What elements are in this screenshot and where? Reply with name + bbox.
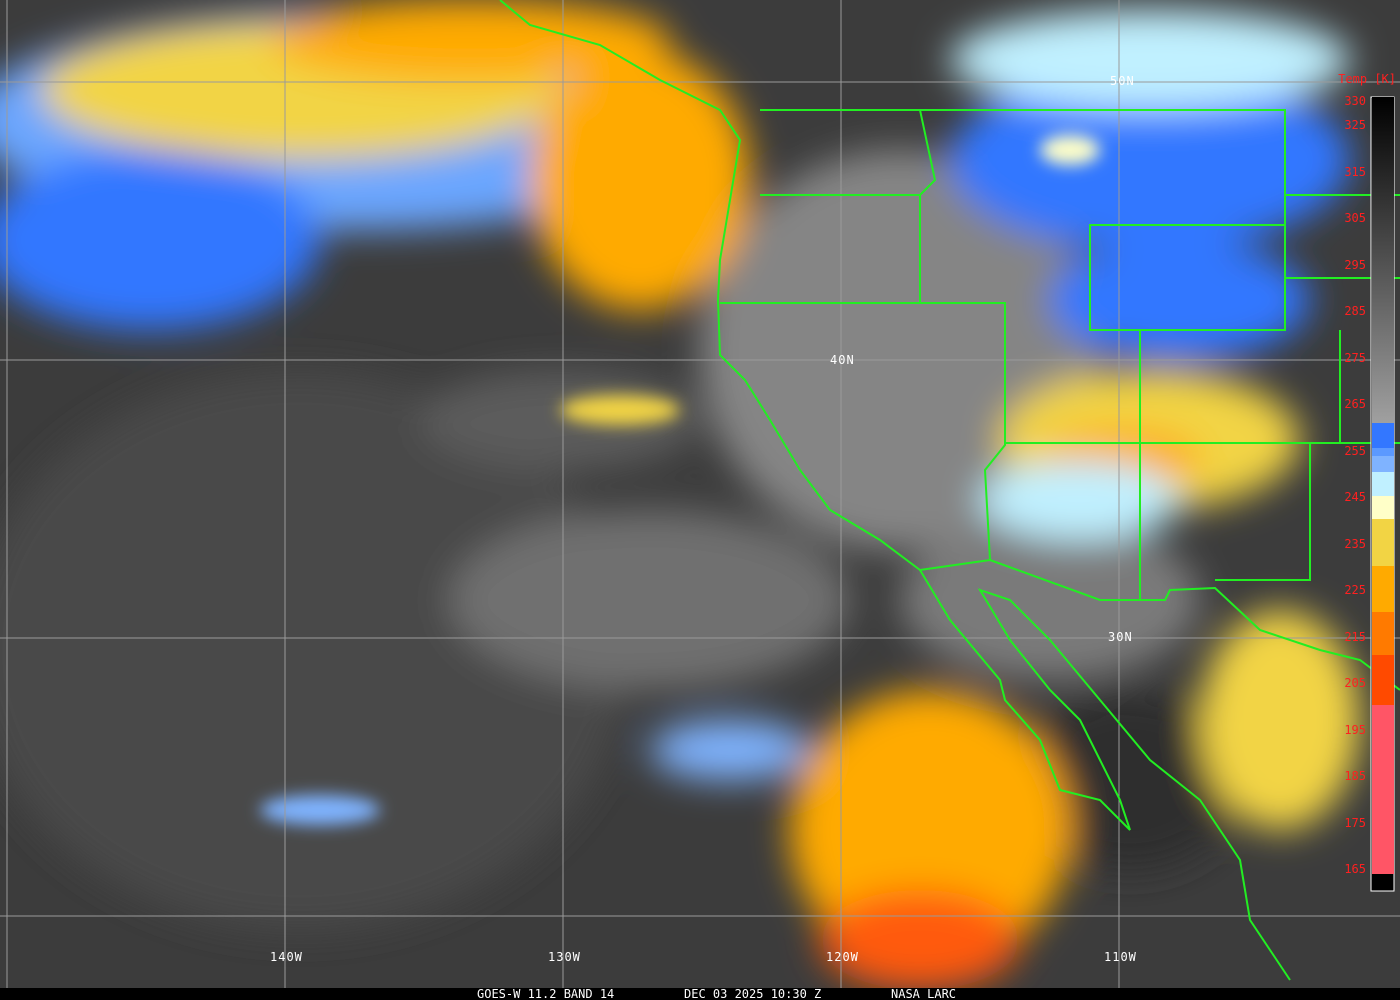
- colorbar-title: Temp [K]: [1338, 72, 1396, 86]
- colorbar-label: 330: [1344, 94, 1366, 108]
- colorbar-segment: [1372, 655, 1394, 705]
- colorbar-segment: [1372, 448, 1394, 456]
- colorbar-segment: [1372, 496, 1394, 519]
- colorbar-segment: [1372, 456, 1394, 472]
- cloud-field: [0, 0, 1360, 990]
- caption-satellite: GOES-W 11.2 BAND 14: [477, 987, 615, 1000]
- colorbar-label: 175: [1344, 815, 1366, 830]
- colorbar-segment: [1372, 566, 1394, 612]
- colorbar-label: 205: [1344, 676, 1366, 690]
- colorbar-segment: [1372, 423, 1394, 448]
- lon-label-120w: 120W: [826, 950, 859, 964]
- colorbar-label: 235: [1344, 536, 1366, 551]
- colorbar-segment: [1372, 472, 1394, 496]
- colorbar-label: 305: [1344, 211, 1366, 225]
- colorbar-label: 275: [1344, 350, 1366, 365]
- colorbar-label: 315: [1344, 164, 1366, 179]
- colorbar-label: 195: [1344, 722, 1366, 737]
- coastline-and-borders: [499, 0, 1400, 981]
- lon-label-110w: 110W: [1104, 950, 1137, 964]
- colorbar: [1372, 97, 1394, 874]
- colorbar-segment: [1372, 519, 1394, 566]
- colorbar-label: 285: [1344, 304, 1366, 318]
- colorbar-label: 165: [1344, 862, 1366, 876]
- colorbar-label: 295: [1344, 257, 1366, 272]
- colorbar-label: 225: [1344, 583, 1366, 597]
- colorbar-label: 265: [1344, 397, 1366, 411]
- colorbar-label: 325: [1344, 118, 1366, 132]
- caption-datetime: DEC 03 2025 10:30 Z: [684, 987, 822, 1000]
- lat-label-50n: 50N: [1110, 74, 1135, 88]
- caption-source: NASA LARC: [891, 987, 957, 1000]
- colorbar-segment: [1372, 705, 1394, 874]
- lat-label-40n: 40N: [830, 353, 855, 367]
- colorbar-label: 185: [1344, 769, 1366, 783]
- colorbar-label: 255: [1344, 443, 1366, 458]
- lon-label-140w: 140W: [270, 950, 303, 964]
- lat-label-30n: 30N: [1108, 630, 1133, 644]
- colorbar-label: 245: [1344, 490, 1366, 504]
- lon-label-130w: 130W: [548, 950, 581, 964]
- caption-bar: GOES-W 11.2 BAND 14 DEC 03 2025 10:30 Z …: [0, 988, 1400, 1000]
- colorbar-segment: [1372, 612, 1394, 655]
- colorbar-label: 215: [1344, 629, 1366, 644]
